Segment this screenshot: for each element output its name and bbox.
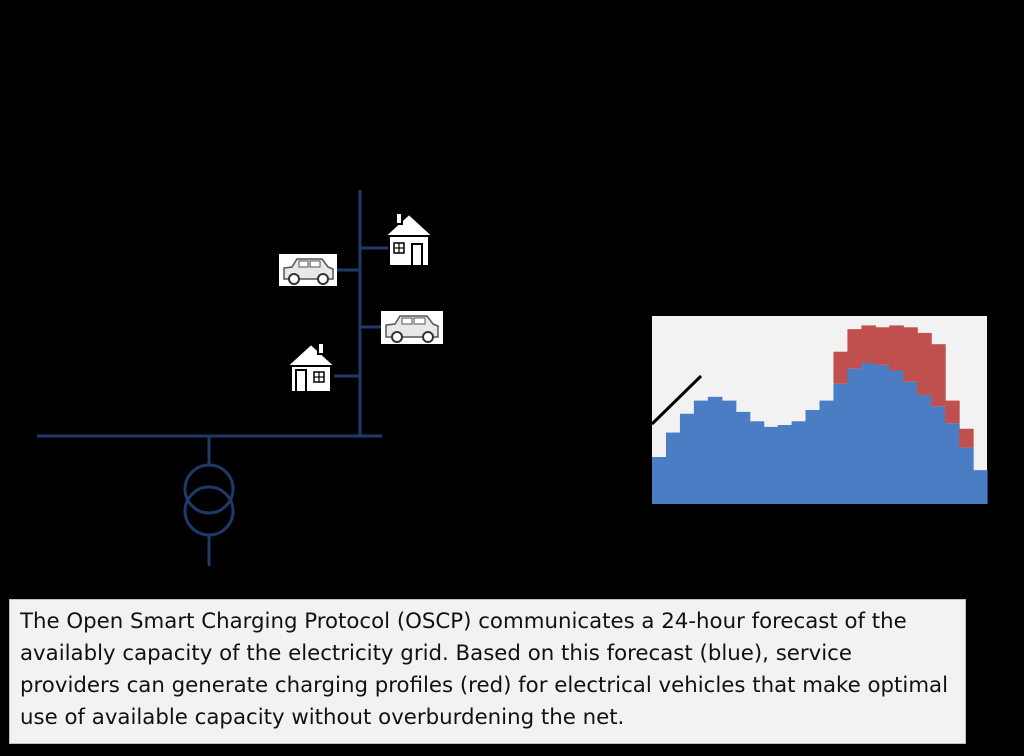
trend-stroke [650,374,703,426]
forecast-bar [791,421,807,504]
charging-profile-bar [917,332,932,395]
forecast-bar [903,381,918,504]
forecast-bar [693,400,709,504]
charging-profile-bar [875,327,890,365]
forecast-bar [679,413,695,504]
forecast-bar [652,457,667,504]
forecast-bar [945,423,960,504]
charging-profile-bar [847,329,862,369]
house-icon [284,342,338,393]
forecast-bar [889,370,904,504]
forecast-bar [749,421,765,504]
charging-profile-bar [833,351,849,384]
forecast-bar [861,363,876,504]
house-icon [382,212,436,267]
charging-profile-bar [889,325,904,371]
transformer-icon [183,463,235,537]
forecast-bar [763,426,779,504]
charging-profile-bar [945,400,960,424]
charging-profile-bar [903,327,918,382]
charging-profile-bar [931,344,946,407]
forecast-bar [819,400,835,504]
forecast-bar [833,383,849,504]
forecast-bar [721,400,737,504]
forecast-bar [875,364,890,504]
charging-profile-bar [959,428,974,448]
forecast-bar [707,396,723,504]
forecast-bar [805,410,821,504]
car-icon [381,311,443,344]
forecast-bar [665,432,681,504]
forecast-bar [735,411,751,504]
caption-text: The Open Smart Charging Protocol (OSCP) … [9,599,966,744]
forecast-chart [650,316,988,504]
forecast-bar [847,368,862,504]
forecast-bar [973,470,988,504]
forecast-bar [959,447,974,504]
forecast-bar [931,406,946,504]
car-icon [279,254,337,286]
grid-network [37,190,388,566]
forecast-bar [917,394,932,504]
charging-profile-bar [861,325,876,363]
forecast-bar [777,425,793,504]
